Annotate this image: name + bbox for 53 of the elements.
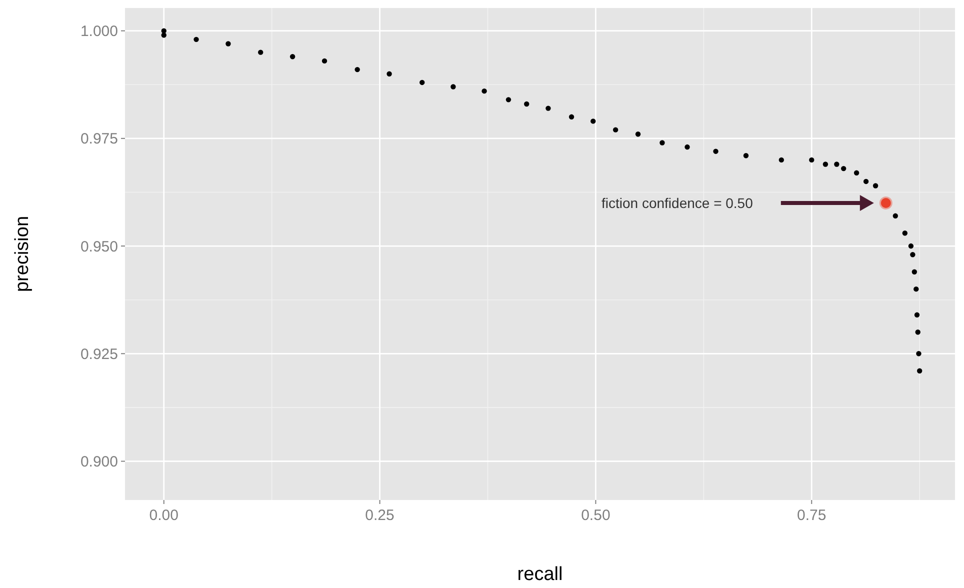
point [915,330,920,335]
point [226,41,231,46]
point [908,243,914,249]
point [590,118,596,124]
point [872,183,878,188]
x-tick-label: 0.25 [365,507,394,524]
point [912,269,918,274]
point [386,71,392,76]
y-tick-label: 0.975 [80,130,118,148]
point [892,213,898,219]
point [914,286,919,292]
point [546,106,551,111]
point [290,54,296,60]
y-tick-label: 0.925 [80,346,118,363]
point [568,114,574,120]
point [506,97,512,102]
point [354,66,360,72]
point [660,140,665,146]
point [916,368,922,374]
x-tick-label: 0.00 [149,507,178,524]
point [914,312,920,318]
y-tick-label: 0.950 [80,238,118,256]
point [482,88,487,94]
point [713,148,718,154]
point [916,351,922,356]
point [834,162,840,167]
x-axis-title: recall [517,564,563,585]
annotation: fiction confidence = 0.50 [602,194,754,211]
point [322,58,328,64]
point [258,50,264,55]
y-tick-label: 1.000 [80,23,118,40]
point [524,101,530,107]
point [684,144,690,150]
point [778,157,784,163]
point [635,132,641,137]
point [822,162,828,167]
point [910,252,916,258]
point [854,170,860,176]
point [450,84,456,90]
point [809,157,814,163]
point [863,178,869,184]
point [879,196,892,210]
point [420,80,425,86]
y-tick-label: 0.900 [80,454,118,471]
point [743,153,749,158]
x-tick-label: 0.50 [581,507,610,524]
point [161,32,166,38]
point [194,36,199,42]
x-tick-label: 0.75 [797,507,826,524]
point [902,230,908,236]
y-axis-title: precision [12,216,33,292]
point [612,127,618,132]
point [840,166,846,172]
